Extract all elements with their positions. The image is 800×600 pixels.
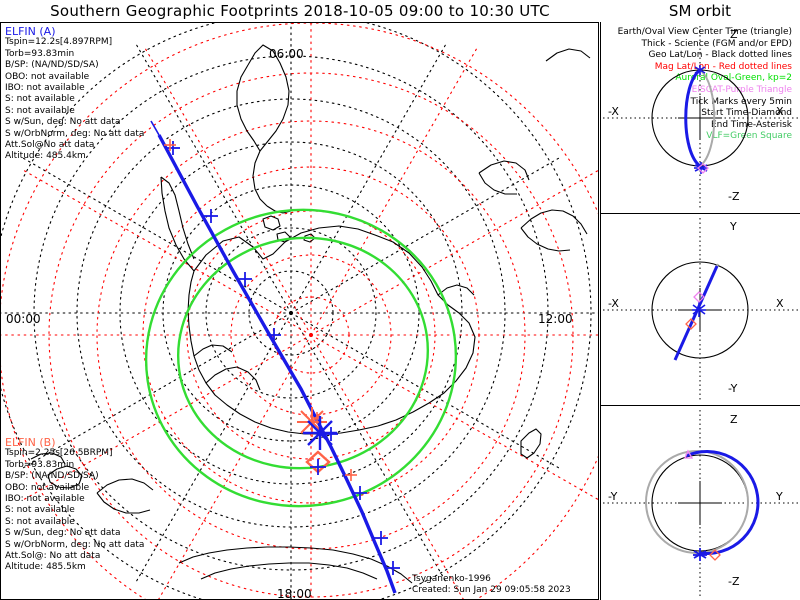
orbit-front-arc: [685, 450, 760, 555]
legend-item-5: EISCAT-Purple Triangle: [691, 84, 792, 95]
earth-circle: [651, 261, 749, 359]
sm-plot-xz: [603, 26, 798, 210]
probe-b-line-10: Altitude: 485.5km: [5, 562, 86, 573]
sm-xy-axis-top: Y: [730, 220, 737, 233]
orbit-marker-b: [685, 318, 697, 330]
probe-a-line-1: Torb=93.83min: [5, 48, 75, 59]
probe-b-info: ELFIN (B) Tspin=2.25s[26.5BRPM] Torb=93.…: [5, 437, 144, 574]
probe-a-line-2: B/SP: (NA/ND/SD/SA): [5, 60, 99, 71]
sm-xy-axis-bottom: -Y: [728, 382, 738, 395]
probe-a-line-5: S: not available: [5, 94, 75, 105]
probe-b-line-0: Tspin=2.25s[26.5BRPM]: [5, 448, 113, 459]
sm-yz-axis-top: Z: [730, 413, 738, 426]
probe-a-line-4: IBO: not available: [5, 83, 85, 94]
sm-orbit-column: Z -Z X -X Y -Y: [600, 22, 800, 600]
created-timestamp: Created: Sun Jan 29 09:05:58 2023: [412, 585, 571, 596]
probe-a-line-10: Altitude: 485.4km: [5, 151, 86, 162]
legend-item-1: Thick - Science (FGM and/or EPD): [641, 38, 792, 49]
track-thick-science: [157, 134, 397, 594]
orbit-front-half: [684, 68, 702, 168]
sm-yz-axis-bottom: -Z: [728, 575, 740, 588]
probe-b-line-4: IBO: not available: [5, 494, 85, 505]
probe-a-line-3: OBO: not available: [5, 71, 90, 82]
mlt-label-1200: 12:00: [538, 312, 573, 326]
polar-map-panel: 00:00 06:00 12:00 18:00: [0, 22, 599, 600]
legend-item-0: Earth/Oval View Center Time (triangle): [617, 27, 792, 37]
sm-orbit-title: SM orbit: [668, 2, 732, 20]
geo-graticule: [1, 23, 598, 599]
orbit-back-circle: [645, 450, 749, 554]
legend-item-7: Start Time-Diamond: [701, 108, 792, 119]
model-name: Tsyganenko-1996: [412, 573, 491, 584]
orbit-center-asterisk: [692, 302, 706, 317]
orbit-back-half: [699, 69, 716, 167]
sm-yz-axis-left: -Y: [608, 490, 618, 503]
probe-b-name: ELFIN (B): [5, 436, 56, 449]
orbit-view-center-triangle: [684, 449, 694, 459]
probe-b-line-7: S w/Sun, deg: No att data: [5, 528, 121, 539]
sm-panel-xy: Y -Y X -X: [601, 214, 800, 406]
probe-b-line-9: Att.Sol@: No att data: [5, 551, 101, 562]
probe-a-info: ELFIN (A) Tspin=12.2s[4.897RPM] Torb=93.…: [5, 26, 144, 163]
sm-plot-xy: [603, 218, 798, 402]
orbit-top-marker: [694, 65, 706, 75]
page-title: Southern Geographic Footprints 2018-10-0…: [50, 2, 550, 20]
orbit-start-diamond: [709, 549, 721, 561]
sm-panel-xz: Z -Z X -X: [601, 22, 800, 214]
legend-item-9: VLF=Green Square: [706, 131, 792, 142]
legend-item-6: Tick Marks every 5min: [690, 96, 792, 107]
polar-map-plot: [1, 23, 598, 599]
probe-b-line-1: Torb=93.83min: [5, 459, 75, 470]
probe-a-line-7: S w/Sun, deg: No att data: [5, 117, 121, 128]
sm-plot-yz: [603, 410, 798, 596]
probe-b-line-6: S: not available: [5, 516, 75, 527]
probe-a-line-6: S: not available: [5, 105, 75, 116]
sm-xz-axis-bottom: -Z: [728, 190, 740, 203]
probe-a-line-8: S w/OrbNorm, deg: No att data: [5, 128, 145, 139]
probe-a-name: ELFIN (A): [5, 25, 56, 38]
mlt-label-0000: 00:00: [6, 312, 41, 326]
start-time-diamond: [305, 450, 331, 475]
legend: Earth/Oval View Center Time (triangle) T…: [618, 27, 792, 143]
probe-a-line-0: Tspin=12.2s[4.897RPM]: [5, 37, 113, 48]
satellite-track: [150, 120, 397, 594]
probe-b-line-8: S w/OrbNorm, deg: No att data: [5, 539, 145, 550]
orbit-front-edge: [673, 265, 719, 361]
mlt-label-0600: 06:00: [269, 47, 304, 61]
probe-b-tick-marks: [164, 139, 357, 481]
mlt-label-1800: 18:00: [277, 587, 312, 600]
mag-graticule: [1, 23, 598, 599]
end-time-asterisk: [297, 407, 337, 450]
auroral-oval: [144, 208, 458, 508]
sm-xz-axis-right: X: [776, 105, 784, 118]
sm-xz-axis-left: -X: [608, 105, 619, 118]
orbit-start-diamond: [693, 291, 705, 303]
probe-b-line-3: OBO: not available: [5, 482, 90, 493]
orbit-end-asterisk: [693, 548, 707, 561]
track-tick-marks: [166, 141, 400, 575]
orbit-start-diamond: [697, 163, 709, 174]
legend-item-4: Auroral Oval-Green, kp=2: [675, 73, 792, 84]
coastlines: [30, 44, 591, 584]
sm-yz-axis-right: Y: [776, 490, 783, 503]
auroral-oval-outer: [144, 208, 458, 508]
sm-xy-axis-left: -X: [608, 297, 619, 310]
probe-b-line-2: B/SP: (NA/ND/SD/SA): [5, 471, 99, 482]
legend-item-8: End Time-Asterisk: [710, 119, 792, 130]
probe-b-line-5: S: not available: [5, 505, 75, 516]
legend-item-2: Geo Lat/Lon - Black dotted lines: [648, 50, 792, 61]
sm-xz-axis-top: Z: [730, 28, 738, 41]
sm-xy-axis-right: X: [776, 297, 784, 310]
sm-panel-yz: Z -Z Y -Y: [601, 406, 800, 600]
legend-item-3: Mag Lat/Lon - Red dotted lines: [654, 61, 792, 72]
probe-a-line-9: Att.Sol@No att data: [5, 140, 95, 151]
credits: Tsyganenko-1996 Created: Sun Jan 29 09:0…: [412, 574, 571, 597]
